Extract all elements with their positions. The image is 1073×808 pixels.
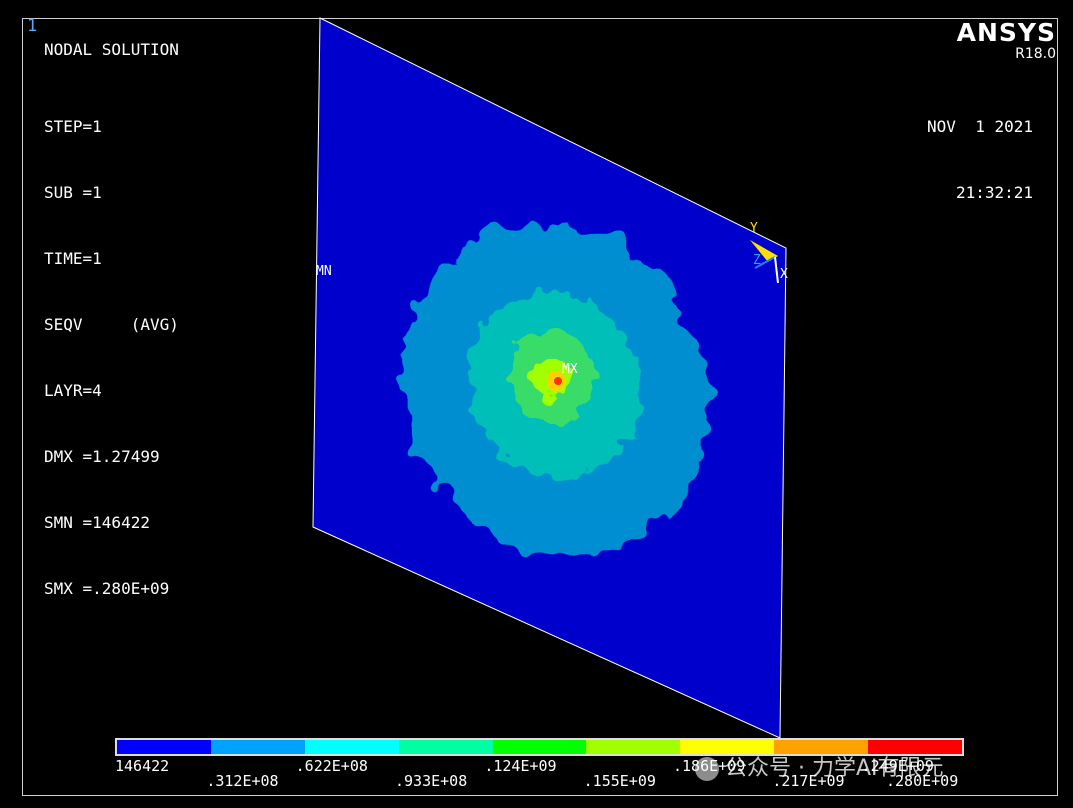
legend-tick-label: .622E+08 <box>295 757 368 775</box>
info-smx: SMX =.280E+09 <box>44 579 170 598</box>
ansys-logo: ANSYS <box>956 18 1056 47</box>
legend-swatch-2 <box>210 740 305 754</box>
datetime-block: NOV 1 2021 21:32:21 <box>927 72 1033 226</box>
max-marker: MX <box>562 362 578 377</box>
triad-x-label: X <box>780 267 788 282</box>
legend-swatch-5 <box>492 740 587 754</box>
plot-date: NOV 1 2021 <box>927 117 1033 136</box>
info-smn: SMN =146422 <box>44 513 150 532</box>
min-marker: MN <box>316 264 332 279</box>
info-dmx: DMX =1.27499 <box>44 447 160 466</box>
triad-z-label: Z <box>753 253 761 268</box>
legend-swatch-1 <box>117 740 211 754</box>
legend-swatch-9 <box>868 740 963 754</box>
plot-time: 21:32:21 <box>955 183 1033 202</box>
axis-triad: Y Z X <box>750 221 788 284</box>
triad-x-axis-icon <box>774 256 779 284</box>
info-layr: LAYR=4 <box>44 381 102 400</box>
window-number: 1 <box>27 16 38 36</box>
triad-z-axis-icon <box>754 256 776 269</box>
triad-y-axis-icon <box>750 240 778 262</box>
legend-swatch-7 <box>680 740 775 754</box>
info-time: TIME=1 <box>44 249 102 268</box>
legend-tick-label: .124E+09 <box>484 757 557 775</box>
legend-tick-label: .249E+09 <box>861 757 934 775</box>
legend-tick-label: .312E+08 <box>206 772 279 790</box>
legend-tick-label: 146422 <box>115 757 170 775</box>
legend-swatch-8 <box>774 740 869 754</box>
info-sub: SUB =1 <box>44 183 102 202</box>
hotspot <box>554 377 562 385</box>
color-legend <box>115 738 964 756</box>
plot-title: NODAL SOLUTION <box>44 40 179 59</box>
viewport-frame <box>22 18 1058 796</box>
legend-swatch-3 <box>304 740 399 754</box>
info-seqv: SEQV (AVG) <box>44 315 179 334</box>
legend-swatch-4 <box>398 740 493 754</box>
info-step: STEP=1 <box>44 117 102 136</box>
ansys-version: R18.0 <box>1015 46 1056 62</box>
solution-info: STEP=1 SUB =1 TIME=1 SEQV (AVG) LAYR=4 D… <box>44 72 179 622</box>
legend-tick-label: .280E+09 <box>886 772 959 790</box>
legend-tick-label: .933E+08 <box>395 772 468 790</box>
watermark-text: 公众号 · 力学AI有限元 <box>725 756 944 781</box>
legend-swatch-6 <box>586 740 681 754</box>
triad-y-label: Y <box>750 221 758 236</box>
watermark: 公众号 · 力学AI有限元 <box>695 750 944 782</box>
wechat-icon <box>695 757 719 781</box>
stress-contours <box>401 223 709 557</box>
legend-tick-label: .155E+09 <box>583 772 656 790</box>
legend-tick-label: .217E+09 <box>772 772 845 790</box>
